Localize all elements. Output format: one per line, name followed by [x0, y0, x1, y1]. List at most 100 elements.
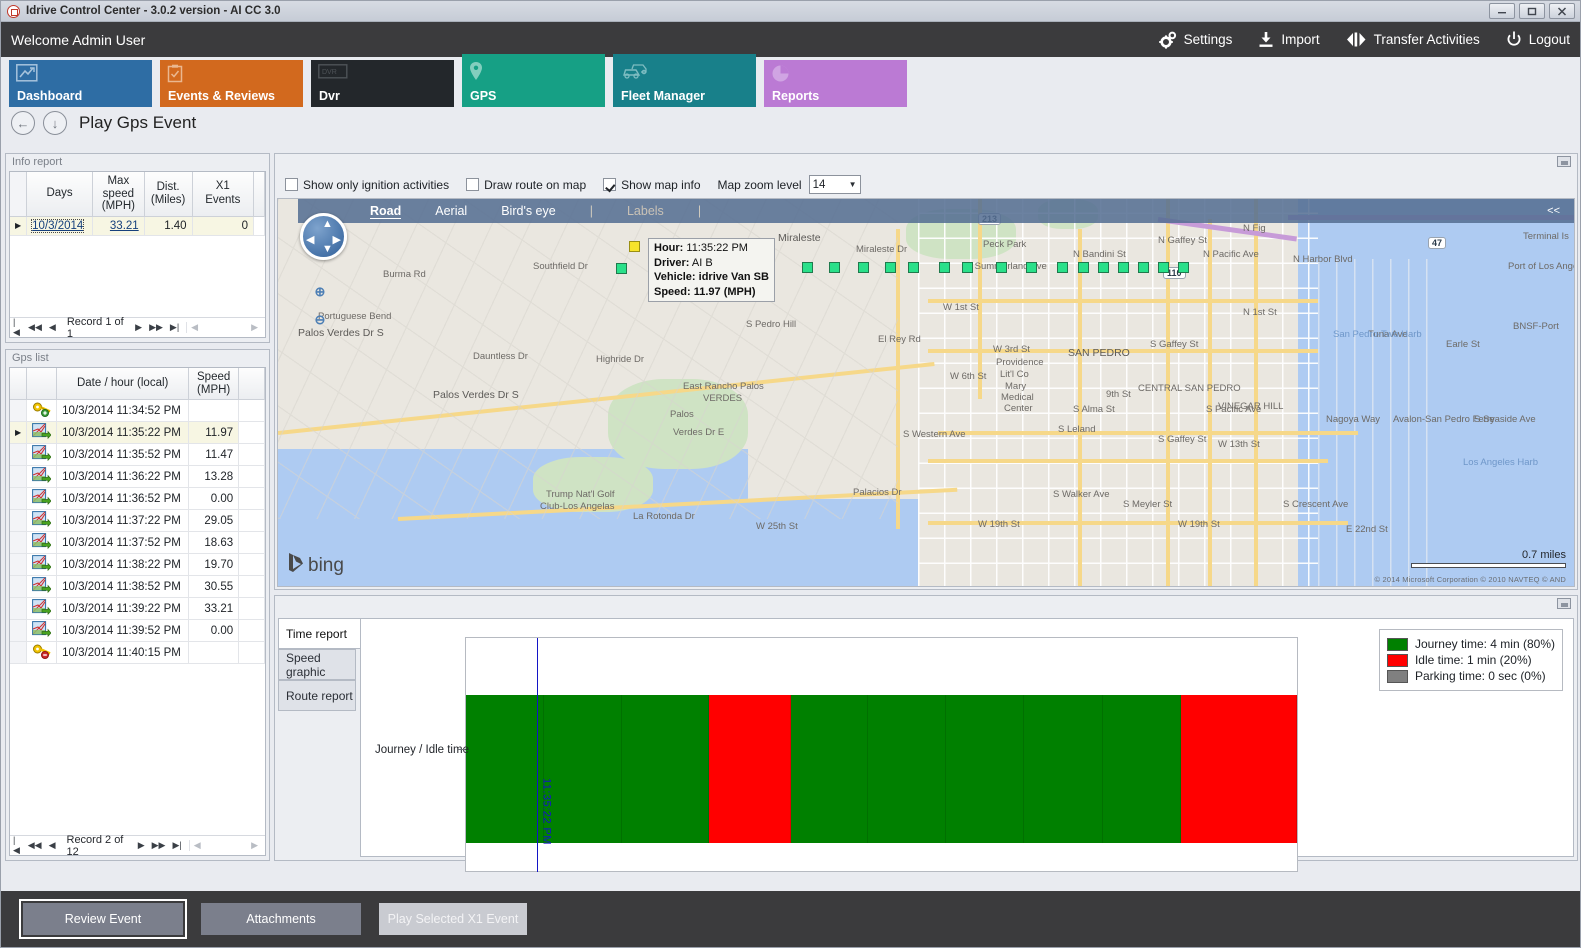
checkbox-draw-route-on-map[interactable]: Draw route on map — [466, 177, 586, 192]
scroll-right-icon[interactable]: ▶ — [251, 322, 258, 332]
map-panel-collapse-button[interactable] — [1557, 156, 1571, 167]
gps-marker[interactable] — [1118, 262, 1129, 273]
chart-segment-journey[interactable] — [622, 695, 709, 843]
module-tab-gps[interactable]: GPS — [462, 54, 605, 107]
gps-marker[interactable] — [908, 262, 919, 273]
gps-marker[interactable] — [939, 262, 950, 273]
scroll-left-icon[interactable]: ◀ — [191, 322, 199, 332]
map-collapse-toolbar-button[interactable]: << — [1547, 205, 1560, 217]
gps-marker[interactable] — [1178, 262, 1189, 273]
gps-marker[interactable] — [1158, 262, 1169, 273]
map-zoom-out-button[interactable]: ⊖ — [309, 309, 331, 331]
gps-marker[interactable] — [1098, 262, 1109, 273]
map-pan-control[interactable]: ▲ ▼ ◀ ▶ — [300, 213, 347, 260]
table-row[interactable]: 10/3/2014 11:37:22 PM 29.05 — [10, 509, 265, 533]
col-x1-events[interactable]: X1 Events — [192, 172, 255, 217]
nav-first-button[interactable]: |◀ — [13, 835, 20, 855]
gps-marker[interactable] — [1026, 262, 1037, 273]
module-tab-dashboard[interactable]: Dashboard — [9, 60, 152, 107]
module-tab-reports[interactable]: Reports — [764, 60, 907, 107]
chart-bar[interactable] — [466, 695, 1297, 843]
pan-left-icon[interactable]: ◀ — [306, 234, 315, 246]
scroll-right-icon[interactable]: ▶ — [251, 840, 258, 850]
col-dist[interactable]: Dist. (Miles) — [144, 172, 193, 217]
col-datetime[interactable]: Date / hour (local) — [56, 368, 190, 401]
close-button[interactable] — [1549, 3, 1575, 19]
col-speed[interactable]: Speed (MPH) — [188, 368, 240, 401]
table-row[interactable]: 10/3/2014 11:39:52 PM 0.00 — [10, 619, 265, 643]
gps-marker[interactable] — [996, 262, 1007, 273]
cell-max-speed[interactable]: 33.21 — [92, 216, 145, 236]
gps-marker[interactable] — [829, 262, 840, 273]
checkbox-box[interactable] — [466, 177, 480, 191]
table-row[interactable]: 10/3/2014 11:35:52 PM 11.47 — [10, 443, 265, 467]
map-view-birds-eye[interactable]: Bird's eye — [501, 204, 556, 218]
tab-speed-graphic[interactable]: Speed graphic — [278, 649, 356, 680]
chart-panel-collapse-button[interactable] — [1557, 598, 1571, 609]
nav-first-button[interactable]: |◀ — [13, 317, 20, 337]
chart-segment-journey[interactable] — [790, 695, 869, 843]
module-tab-fleet-manager[interactable]: Fleet Manager — [613, 54, 756, 107]
horizontal-scrollbar[interactable]: ◀ ▶ — [188, 840, 262, 851]
nav-next-button[interactable]: ▶ — [137, 840, 145, 850]
checkbox-show-only-ignition-activities[interactable]: Show only ignition activities — [285, 177, 449, 192]
gps-marker[interactable] — [858, 262, 869, 273]
pan-right-icon[interactable]: ▶ — [332, 234, 341, 246]
table-row[interactable]: 10/3/2014 11:36:22 PM 13.28 — [10, 465, 265, 489]
tab-route-report[interactable]: Route report — [278, 680, 356, 711]
map-canvas[interactable]: MiralesteCrest RdPeck ParkW Summerland A… — [277, 198, 1575, 587]
nav-prev-page-button[interactable]: ◀◀ — [28, 322, 42, 332]
tab-time-report[interactable]: Time report — [278, 618, 360, 649]
back-button[interactable]: ← — [11, 111, 35, 135]
table-row[interactable]: 10/3/2014 11:36:52 PM 0.00 — [10, 487, 265, 511]
col-days[interactable]: Days — [26, 172, 93, 217]
table-row[interactable]: 10/3/2014 11:38:52 PM 30.55 — [10, 575, 265, 599]
bing-logo[interactable]: bing — [288, 552, 344, 580]
pan-up-icon[interactable]: ▲ — [322, 218, 333, 230]
map-view-labels[interactable]: Labels — [626, 204, 664, 218]
chart-segment-journey[interactable] — [1102, 695, 1181, 843]
scroll-left-icon[interactable]: ◀ — [193, 840, 201, 850]
chart-segment-idle[interactable] — [1180, 695, 1297, 843]
table-row[interactable]: 10/3/2014 11:39:22 PM 33.21 — [10, 597, 265, 621]
gps-marker[interactable] — [802, 262, 813, 273]
table-row[interactable]: 10/3/2014 11:37:52 PM 18.63 — [10, 531, 265, 555]
nav-prev-button[interactable]: ◀ — [48, 840, 56, 850]
minimize-button[interactable] — [1489, 3, 1515, 19]
map-view-aerial[interactable]: Aerial — [435, 204, 468, 218]
settings-button[interactable]: Settings — [1158, 31, 1232, 49]
checkbox-box[interactable] — [285, 177, 298, 191]
transfer-activities-button[interactable]: Transfer Activities — [1346, 31, 1480, 48]
gps-marker[interactable] — [1138, 262, 1149, 273]
play-selected-x1-event-button[interactable]: Play Selected X1 Event — [379, 903, 527, 935]
table-row[interactable]: 10/3/2014 11:34:52 PM — [10, 399, 265, 423]
gps-marker[interactable] — [1078, 262, 1089, 273]
table-row[interactable]: ▶ 10/3/2014 11:35:22 PM 11.97 — [10, 421, 265, 445]
checkbox-box[interactable] — [603, 177, 617, 191]
module-tab-events-reviews[interactable]: Events & Reviews — [160, 60, 303, 107]
module-tab-dvr[interactable]: DVR Dvr — [311, 60, 454, 107]
maximize-button[interactable] — [1519, 3, 1545, 19]
chart-segment-journey[interactable] — [544, 695, 623, 843]
table-row[interactable]: ▶ 10/3/2014 33.21 1.40 0 — [10, 216, 265, 236]
import-button[interactable]: Import — [1258, 31, 1320, 48]
table-row[interactable]: 10/3/2014 11:40:15 PM — [10, 641, 265, 665]
chart-segment-journey[interactable] — [868, 695, 947, 843]
table-row[interactable]: 10/3/2014 11:38:22 PM 19.70 — [10, 553, 265, 577]
nav-prev-button[interactable]: ◀ — [48, 322, 56, 332]
nav-last-button[interactable]: ▶| — [172, 840, 182, 850]
nav-prev-page-button[interactable]: ◀◀ — [27, 840, 42, 850]
map-zoom-in-button[interactable]: ⊕ — [309, 281, 331, 303]
gps-marker-selected[interactable] — [629, 241, 640, 252]
horizontal-scrollbar[interactable]: ◀ ▶ — [186, 322, 262, 333]
chart-segment-idle[interactable] — [708, 695, 791, 843]
pan-down-icon[interactable]: ▼ — [322, 243, 333, 255]
nav-next-page-button[interactable]: ▶▶ — [149, 322, 163, 332]
gps-marker[interactable] — [1057, 262, 1068, 273]
chart-time-cursor[interactable] — [537, 638, 539, 872]
days-link[interactable]: 10/3/2014 — [31, 218, 85, 233]
review-event-button[interactable]: Review Event — [19, 899, 187, 939]
cell-days[interactable]: 10/3/2014 — [26, 216, 93, 236]
max-speed-link[interactable]: 33.21 — [109, 219, 139, 232]
attachments-button[interactable]: Attachments — [201, 903, 361, 935]
